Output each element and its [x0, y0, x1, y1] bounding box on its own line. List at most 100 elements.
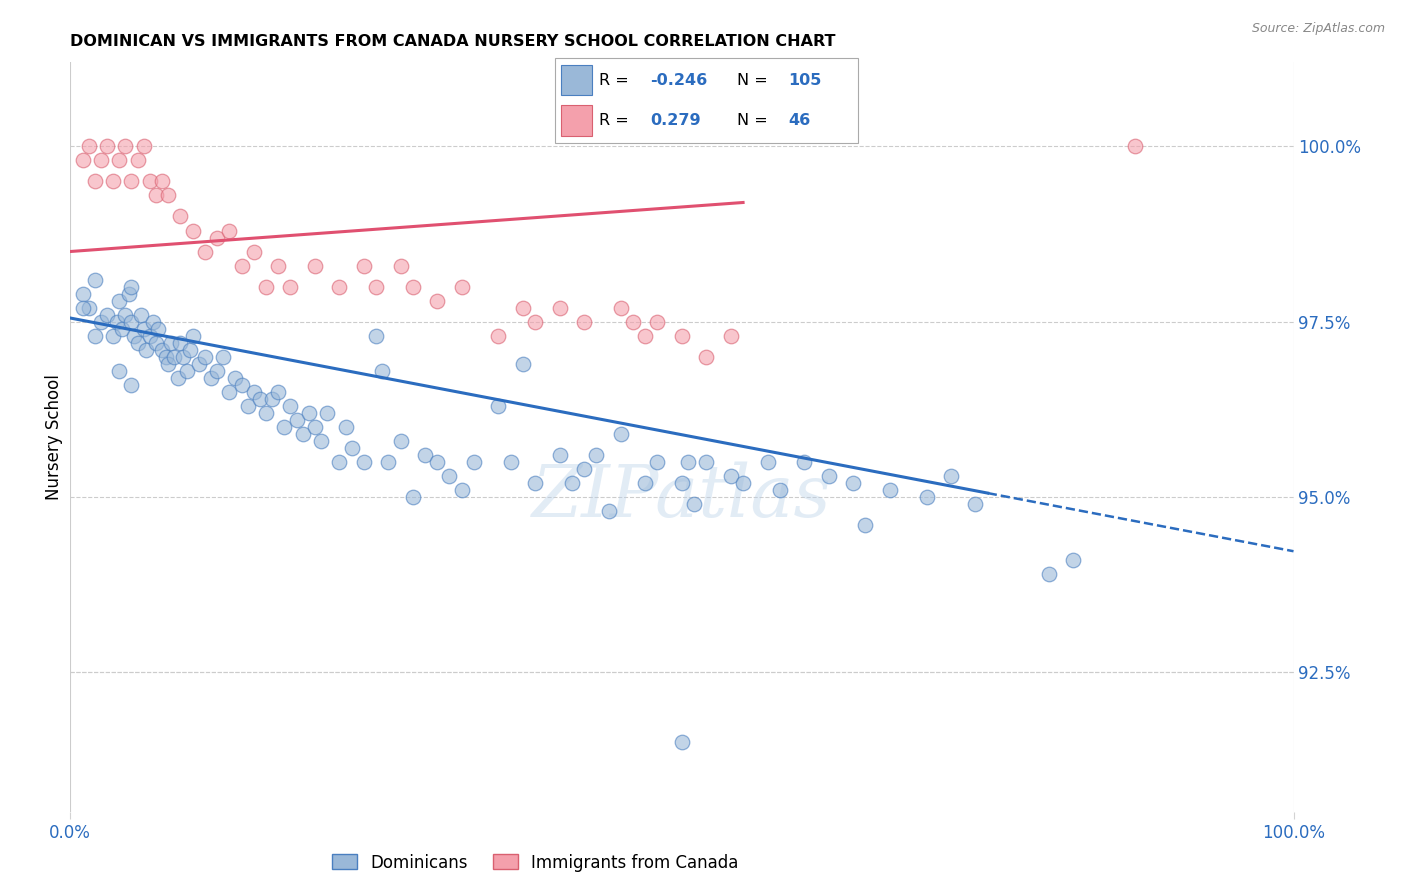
Point: [83, 328, 105, 343]
Point: [304, 419, 326, 434]
Point: [108, 363, 131, 377]
Text: -0.246: -0.246: [651, 72, 707, 87]
Point: [671, 328, 693, 343]
Point: [114, 139, 136, 153]
Point: [450, 279, 472, 293]
Point: [145, 335, 167, 350]
Point: [194, 350, 217, 364]
Point: [585, 448, 607, 462]
Point: [194, 244, 217, 259]
Point: [647, 314, 669, 328]
Point: [371, 363, 394, 377]
Point: [101, 174, 124, 188]
Text: 0.279: 0.279: [651, 113, 702, 128]
Point: [634, 328, 657, 343]
Point: [621, 314, 644, 328]
Point: [572, 461, 595, 475]
Point: [169, 210, 191, 224]
Text: 105: 105: [789, 72, 821, 87]
Point: [1062, 552, 1084, 566]
Point: [561, 475, 583, 490]
Point: [720, 328, 742, 343]
Point: [236, 399, 259, 413]
Point: [328, 279, 350, 293]
Point: [187, 357, 209, 371]
Point: [142, 314, 165, 328]
Point: [377, 454, 399, 468]
Point: [181, 328, 204, 343]
Point: [413, 448, 436, 462]
Point: [249, 392, 271, 406]
Point: [463, 454, 485, 468]
Point: [304, 259, 326, 273]
Point: [90, 314, 112, 328]
Point: [855, 517, 877, 532]
Point: [512, 301, 534, 315]
Point: [108, 293, 131, 308]
Point: [598, 503, 620, 517]
Point: [572, 314, 595, 328]
Point: [402, 490, 425, 504]
Point: [733, 475, 755, 490]
Point: [121, 377, 143, 392]
Legend: Dominicans, Immigrants from Canada: Dominicans, Immigrants from Canada: [325, 847, 745, 879]
Point: [122, 328, 145, 343]
Point: [647, 454, 669, 468]
Text: DOMINICAN VS IMMIGRANTS FROM CANADA NURSERY SCHOOL CORRELATION CHART: DOMINICAN VS IMMIGRANTS FROM CANADA NURS…: [70, 34, 835, 49]
Point: [262, 392, 284, 406]
Point: [273, 419, 295, 434]
Point: [512, 357, 534, 371]
Text: 46: 46: [789, 113, 810, 128]
Point: [77, 139, 100, 153]
Point: [179, 343, 201, 357]
Point: [83, 174, 105, 188]
Point: [267, 384, 290, 399]
Point: [118, 286, 141, 301]
Point: [77, 301, 100, 315]
Point: [439, 468, 461, 483]
Point: [169, 335, 191, 350]
FancyBboxPatch shape: [555, 58, 858, 143]
Point: [366, 279, 388, 293]
Point: [129, 308, 152, 322]
Point: [96, 308, 118, 322]
Point: [145, 188, 167, 202]
Point: [280, 399, 302, 413]
Point: [157, 188, 180, 202]
Point: [181, 223, 204, 237]
Point: [817, 468, 839, 483]
Point: [132, 139, 155, 153]
Point: [72, 286, 94, 301]
Point: [254, 406, 277, 420]
Point: [231, 259, 253, 273]
Point: [280, 279, 302, 293]
Bar: [561, 105, 592, 136]
Point: [366, 328, 388, 343]
Point: [96, 139, 118, 153]
Point: [676, 454, 699, 468]
Point: [155, 350, 177, 364]
Point: [132, 321, 155, 335]
Point: [72, 301, 94, 315]
Text: N =: N =: [737, 72, 773, 87]
Point: [335, 419, 357, 434]
Point: [148, 321, 170, 335]
Point: [548, 448, 571, 462]
Point: [205, 363, 228, 377]
Point: [353, 454, 375, 468]
Point: [793, 454, 815, 468]
Point: [610, 301, 633, 315]
Point: [769, 483, 792, 497]
Point: [231, 377, 253, 392]
Point: [105, 314, 128, 328]
Point: [965, 497, 987, 511]
Point: [524, 475, 547, 490]
Point: [218, 223, 240, 237]
Point: [720, 468, 742, 483]
Point: [121, 174, 143, 188]
Point: [127, 335, 149, 350]
Point: [756, 454, 779, 468]
Point: [254, 279, 277, 293]
Text: R =: R =: [599, 72, 634, 87]
Point: [842, 475, 865, 490]
